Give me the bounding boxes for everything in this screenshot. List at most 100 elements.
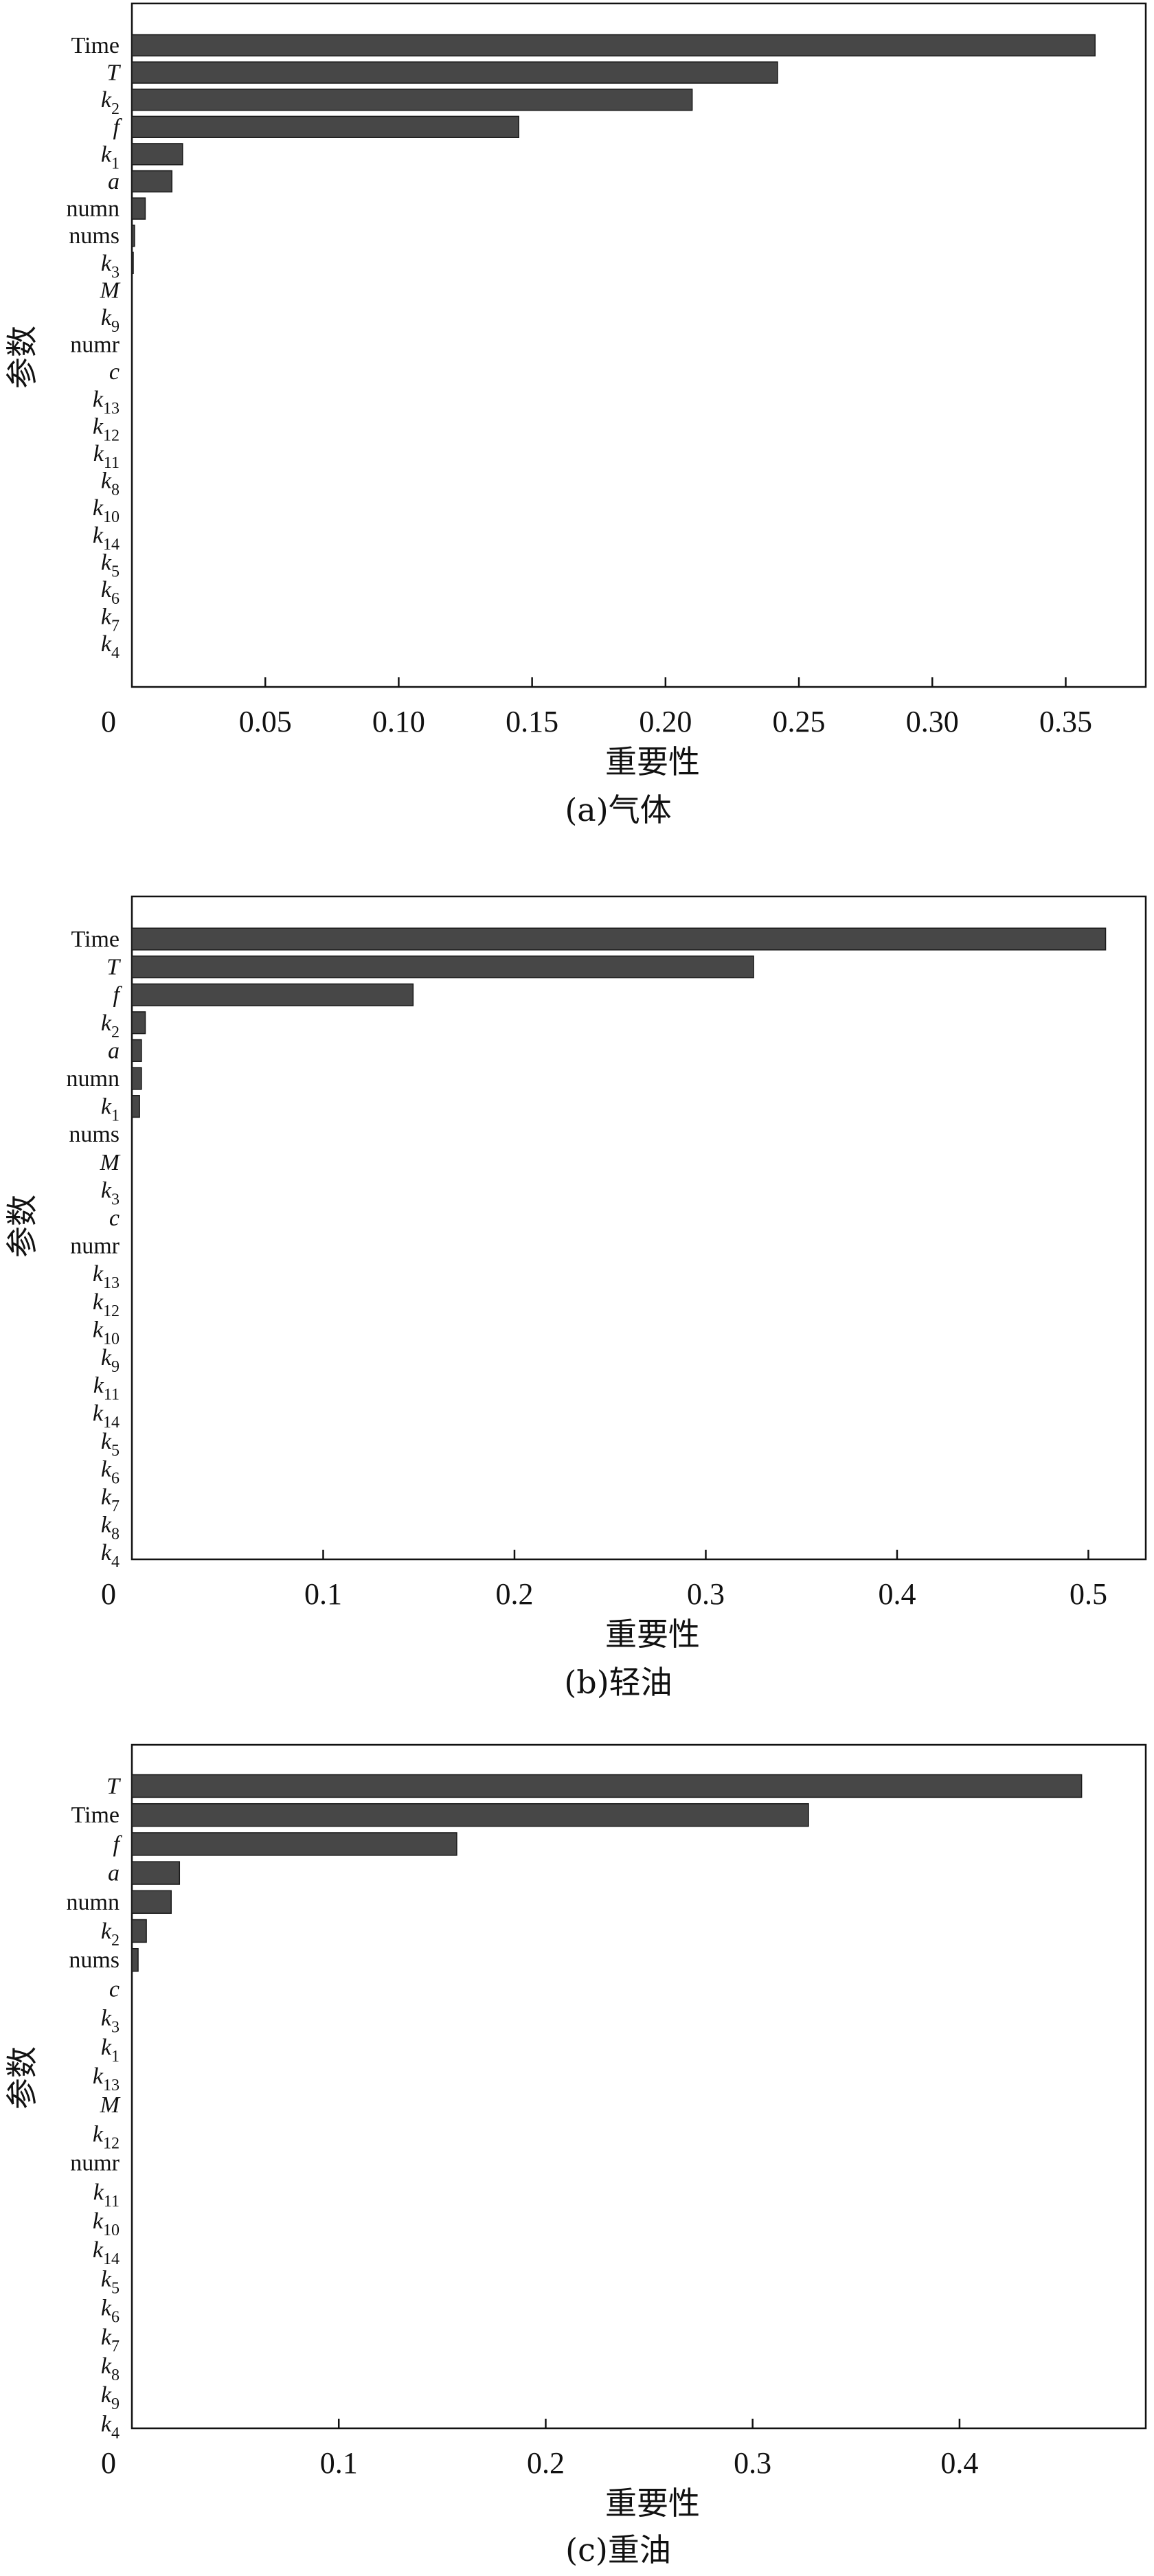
category-label: k4 xyxy=(101,2411,120,2442)
bar-4 xyxy=(131,1011,146,1035)
bar-3 xyxy=(131,89,693,111)
category-label: k5 xyxy=(101,550,120,580)
bar-2 xyxy=(131,1803,809,1827)
category-label: k6 xyxy=(101,1456,120,1487)
y-axis-title: 参数 xyxy=(3,1195,41,1258)
category-label: c xyxy=(109,1206,120,1231)
category-label: k3 xyxy=(101,251,120,282)
chart-panel-1: TimeTk2fk1anumnnumsk3Mk9numrck13k12k11k8… xyxy=(3,2,1147,828)
x-axis-title: 重要性 xyxy=(605,2485,700,2522)
bar-3 xyxy=(131,983,414,1006)
category-label: c xyxy=(109,1976,120,2002)
x-tick-label: 0 xyxy=(101,705,116,738)
category-label: k7 xyxy=(101,2325,120,2355)
x-tick-label: 0.20 xyxy=(639,705,692,738)
category-label: k6 xyxy=(101,2296,120,2327)
category-label: M xyxy=(100,2092,121,2118)
plot-frame xyxy=(131,2,1147,688)
bar-1 xyxy=(131,34,1096,57)
category-label: f xyxy=(113,1831,123,1857)
category-label: k4 xyxy=(101,631,120,662)
plot-frame xyxy=(131,895,1147,1561)
category-label: k5 xyxy=(101,2266,120,2297)
x-tick-label: 0.2 xyxy=(495,1577,533,1611)
category-label: nums xyxy=(69,1122,120,1147)
bar-7 xyxy=(131,1095,140,1118)
category-label: a xyxy=(108,169,120,194)
x-tick-label: 0 xyxy=(101,1577,116,1611)
category-label: T xyxy=(106,1774,121,1799)
x-tick-label: 0.3 xyxy=(734,2446,771,2480)
category-label: k1 xyxy=(101,142,120,172)
category-label: k12 xyxy=(93,1289,120,1320)
category-label: k11 xyxy=(93,1373,120,1404)
category-label: Time xyxy=(71,1803,120,1828)
category-label: k1 xyxy=(101,1094,120,1125)
category-label: k8 xyxy=(101,2353,120,2384)
panel-caption: (b)轻油 xyxy=(564,1664,672,1701)
category-label: k12 xyxy=(93,414,120,444)
category-label: k2 xyxy=(101,87,120,118)
bar-4 xyxy=(131,115,519,138)
category-label: numn xyxy=(67,1066,120,1092)
category-label: nums xyxy=(69,223,120,249)
category-label: k9 xyxy=(101,1345,120,1376)
x-axis-title: 重要性 xyxy=(605,743,700,780)
category-label: k7 xyxy=(101,605,120,635)
category-label: nums xyxy=(69,1947,120,1973)
category-label: numr xyxy=(70,2151,120,2176)
x-tick-label: 0.1 xyxy=(304,1577,342,1611)
category-label: T xyxy=(106,60,121,86)
category-label: numr xyxy=(70,1234,120,1259)
category-label: f xyxy=(113,982,123,1008)
x-tick-label: 0.15 xyxy=(506,705,558,738)
x-tick-label: 0.10 xyxy=(372,705,425,738)
category-label: Time xyxy=(71,927,120,952)
category-label: a xyxy=(108,1038,120,1063)
bar-6 xyxy=(131,1067,142,1090)
bar-3 xyxy=(131,1832,457,1856)
bar-2 xyxy=(131,61,778,84)
category-label: k2 xyxy=(101,1010,120,1041)
category-label: numr xyxy=(70,332,120,358)
bar-5 xyxy=(131,1890,172,1914)
category-label: a xyxy=(108,1861,120,1886)
chart-panel-3: TTimefanumnk2numsck3k1k13Mk12numrk11k10k… xyxy=(3,1743,1147,2568)
x-tick-label: 0.3 xyxy=(687,1577,725,1611)
plot-frame xyxy=(131,1743,1147,2430)
bar-7 xyxy=(131,1947,139,1972)
bar-7 xyxy=(131,197,146,220)
category-label: k9 xyxy=(101,305,120,336)
chart-panel-2: TimeTfk2anumnk1numsMk3cnumrk13k12k10k9k1… xyxy=(3,895,1147,1701)
x-tick-label: 0.05 xyxy=(239,705,292,738)
category-label: k10 xyxy=(93,1317,120,1348)
category-label: T xyxy=(106,955,121,980)
x-tick-label: 0.4 xyxy=(940,2446,978,2480)
category-label: k14 xyxy=(93,1401,120,1432)
category-label: c xyxy=(109,359,120,385)
category-label: k14 xyxy=(93,523,120,554)
bar-8 xyxy=(131,225,135,247)
category-label: k8 xyxy=(101,468,120,499)
category-label: k13 xyxy=(93,2064,120,2094)
category-label: k13 xyxy=(93,1261,120,1292)
x-axis-title: 重要性 xyxy=(605,1616,700,1653)
category-label: k12 xyxy=(93,2121,120,2152)
x-tick-label: 0.35 xyxy=(1039,705,1092,738)
x-tick-label: 0 xyxy=(101,2446,116,2480)
bar-5 xyxy=(131,1039,142,1062)
x-tick-label: 0.1 xyxy=(320,2446,358,2480)
bar-1 xyxy=(131,1774,1083,1798)
category-label: numn xyxy=(67,1890,120,1915)
bar-4 xyxy=(131,1861,181,1885)
bar-5 xyxy=(131,143,183,166)
x-tick-label: 0.5 xyxy=(1070,1577,1107,1611)
category-label: k10 xyxy=(93,495,120,526)
category-label: k11 xyxy=(93,441,120,472)
category-label: f xyxy=(113,115,123,140)
bar-6 xyxy=(131,170,173,193)
category-label: k11 xyxy=(93,2180,120,2211)
x-tick-label: 0.2 xyxy=(527,2446,565,2480)
category-label: k9 xyxy=(101,2382,120,2413)
